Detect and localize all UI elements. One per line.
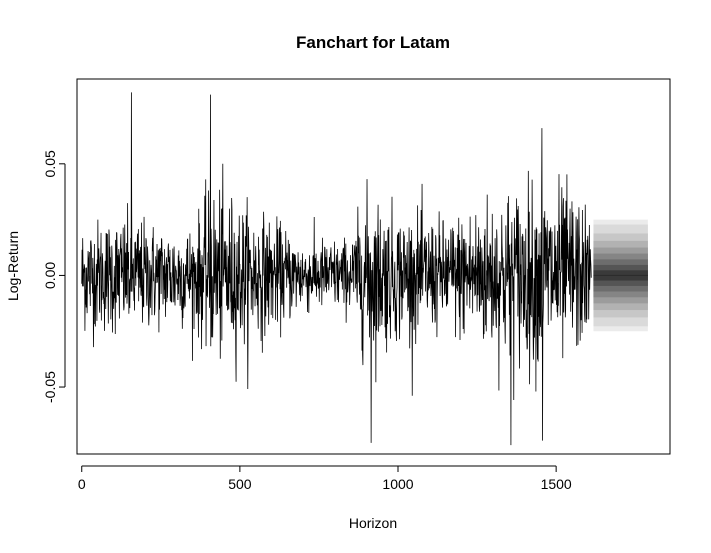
plot-frame [76,78,671,455]
x-tick-label: 500 [228,476,252,492]
history-series-line [81,92,592,446]
y-axis-label: Log-Return [5,231,21,301]
x-axis-label: Horizon [349,515,397,531]
x-tick-label: 0 [78,476,86,492]
series-layer [81,92,592,446]
y-tick-label: -0.05 [42,371,58,403]
chart-title: Fanchart for Latam [296,33,450,52]
x-tick-label: 1500 [541,476,572,492]
x-tick-label: 1000 [382,476,413,492]
y-tick-label: 0.05 [42,150,58,177]
y-tick-label: 0.00 [42,262,58,289]
axes-layer: 0 500 1000 1500 -0.05 0.00 0.05 [42,78,671,492]
fan-layer [593,219,648,332]
